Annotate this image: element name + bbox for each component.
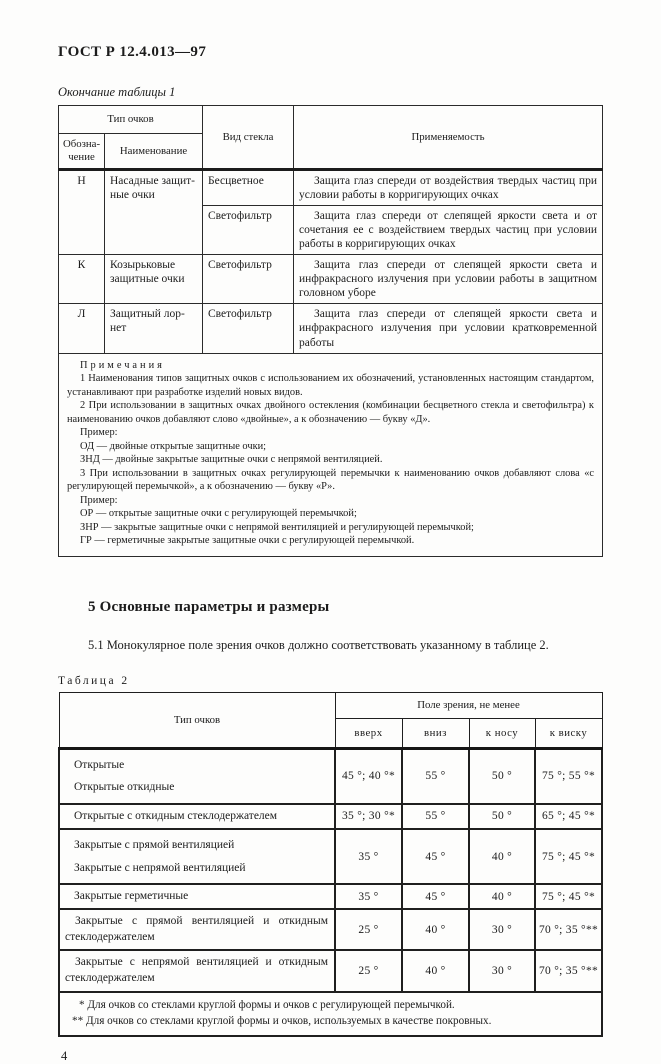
table2-header-vision-group: Поле зрения, не менее <box>334 691 603 719</box>
note-line: 3 При использовании в защитных очках рег… <box>67 467 594 493</box>
cell-angle-temple: 75 °; 55 °* <box>534 747 603 805</box>
table2-caption: Таблица 2 <box>58 674 130 687</box>
cell-angle-temple: 70 °; 35 °** <box>534 949 603 993</box>
cell-angle-nose: 40 ° <box>468 828 536 885</box>
note-line: ОР — открытые защитные очки с регулирующ… <box>80 508 357 520</box>
cell-angle-nose: 40 ° <box>468 882 536 911</box>
cell-angle-nose: 50 ° <box>468 802 536 831</box>
note-line: Пример: <box>80 427 118 439</box>
cell-angle-up: 35 ° <box>334 828 403 885</box>
table1-header: Тип очков Вид стекла Применяемость Обозн… <box>57 104 603 171</box>
table2-header-down: вниз <box>401 717 470 749</box>
cell-angle-down: 40 ° <box>401 908 470 952</box>
cell-angle-temple: 70 °; 35 °** <box>534 908 603 952</box>
note-line: ЗНР — закрытые защитные очки с непрямой … <box>80 521 474 533</box>
cell-angle-down: 55 ° <box>401 802 470 831</box>
cell-application: Защита глаз спереди от слепящей яркости … <box>293 303 603 354</box>
table1-eyewear-types: Тип очков Вид стекла Применяемость Обозн… <box>57 104 603 557</box>
cell-angle-up: 35 ° <box>334 882 403 911</box>
table2-row: Закрытые с прямой вентиляцией Закрытые с… <box>58 828 603 885</box>
section5-paragraph: 5.1 Монокулярное поле зрения очков должн… <box>88 637 549 652</box>
table2-header-nose: к носу <box>468 717 536 749</box>
cell-eyewear-type: Закрытые с прямой вентиляцией и откидным… <box>58 908 336 952</box>
document-code: ГОСТ Р 12.4.013—97 <box>58 44 207 60</box>
cell-eyewear-type: Открытые с откидным стеклодержателем <box>58 802 336 831</box>
note-line: 1 Наименования типов защитных очков с ис… <box>67 373 594 398</box>
note-line: Пример: <box>80 494 118 506</box>
page-number: 4 <box>61 1048 68 1063</box>
table2-field-of-vision: Тип очков Поле зрения, не менее вверх вн… <box>58 691 603 1037</box>
cell-angle-nose: 50 ° <box>468 747 536 805</box>
table2-header-type: Тип очков <box>58 691 336 749</box>
cell-angle-nose: 30 ° <box>468 908 536 952</box>
table2-footnotes-row: * Для очков со стеклами круглой формы и … <box>58 990 603 1037</box>
cell-angle-down: 45 ° <box>401 882 470 911</box>
table2-footnotes: * Для очков со стеклами круглой формы и … <box>58 990 603 1037</box>
table1-header-type-group: Тип очков <box>57 105 204 134</box>
footnote-single-asterisk: * Для очков со стеклами круглой формы и … <box>79 998 455 1011</box>
cell-name: Насадные защит- ные очки <box>103 169 204 256</box>
note-line: ОД — двойные открытые защитные очки; <box>80 440 267 452</box>
table1-header-designation: Обозна- чение <box>58 132 105 171</box>
table2-header: Тип очков Поле зрения, не менее вверх вн… <box>58 691 603 749</box>
section5-heading: 5 Основные параметры и размеры <box>88 598 330 615</box>
table1-row-l: Л Защитный лор- нет Светофильтр Защита г… <box>58 303 603 354</box>
table2-header-up: вверх <box>334 717 403 749</box>
table2-row: Закрытые с непрямой вентиляцией и откидн… <box>58 949 603 993</box>
cell-angle-up: 35 °; 30 °* <box>334 802 403 831</box>
table2-row: Закрытые герметичные 35 ° 45 ° 40 ° 75 °… <box>58 882 603 911</box>
cell-glass: Светофильтр <box>202 303 295 354</box>
cell-angle-down: 40 ° <box>401 949 470 993</box>
footnote-double-asterisk: ** Для очков со стеклами круглой формы и… <box>72 1014 492 1027</box>
cell-glass: Бесцветное <box>202 169 295 207</box>
table1-row-n-filter: Светофильтр Защита глаз спереди от слепя… <box>59 205 603 256</box>
cell-designation: Н <box>58 169 105 256</box>
cell-angle-temple: 75 °; 45 °* <box>534 828 603 885</box>
cell-application: Защита глаз спереди от воздействия тверд… <box>293 169 603 207</box>
note-line: 2 При использовании в защитных очках дво… <box>67 400 594 425</box>
table1-header-name: Наименование <box>103 132 204 171</box>
cell-designation: К <box>58 254 105 305</box>
cell-application: Защита глаз спереди от слепящей яркости … <box>293 205 603 256</box>
table1-notes: Примечания 1 Наименования типов защитных… <box>58 352 603 557</box>
cell-angle-up: 25 ° <box>334 949 403 993</box>
table2-row: Открытые с откидным стеклодержателем 35 … <box>58 802 603 831</box>
notes-title: Примечания <box>80 359 165 371</box>
cell-angle-up: 25 ° <box>334 908 403 952</box>
cell-name: Защитный лор- нет <box>103 303 204 354</box>
table2-row: Закрытые с прямой вентиляцией и откидным… <box>58 908 603 952</box>
cell-name: Козырьковые защитные очки <box>103 254 204 305</box>
note-line: ГР — герметичные закрытые защитные очки … <box>80 535 415 547</box>
cell-angle-down: 45 ° <box>401 828 470 885</box>
table1-caption: Окончание таблицы 1 <box>58 85 176 99</box>
cell-eyewear-type: Закрытые с непрямой вентиляцией и откидн… <box>58 949 336 993</box>
cell-glass: Светофильтр <box>202 254 295 305</box>
table2-row: Открытые Открытые откидные 45 °; 40 °* 5… <box>58 747 603 805</box>
cell-angle-up: 45 °; 40 °* <box>334 747 403 805</box>
table1-header-application: Применяемость <box>293 104 603 171</box>
cell-eyewear-type: Закрытые с прямой вентиляцией Закрытые с… <box>58 828 336 885</box>
cell-glass: Светофильтр <box>202 205 295 256</box>
cell-eyewear-type: Открытые Открытые откидные <box>58 747 336 805</box>
table2-header-temple: к виску <box>534 717 603 749</box>
table1-header-glass: Вид стекла <box>202 104 295 171</box>
cell-angle-temple: 65 °; 45 °* <box>534 802 603 831</box>
cell-designation: Л <box>58 303 105 354</box>
table1-row-k: К Козырьковые защитные очки Светофильтр … <box>58 254 603 305</box>
cell-angle-down: 55 ° <box>401 747 470 805</box>
cell-eyewear-type: Закрытые герметичные <box>58 882 336 911</box>
table1-notes-row: Примечания 1 Наименования типов защитных… <box>58 352 603 557</box>
note-line: ЗНД — двойные закрытые защитные очки с н… <box>80 454 383 466</box>
table1-row-n-colorless: Н Насадные защит- ные очки Бесцветное За… <box>58 169 603 256</box>
cell-angle-nose: 30 ° <box>468 949 536 993</box>
cell-angle-temple: 75 °; 45 °* <box>534 882 603 911</box>
cell-application: Защита глаз спереди от слепящей яркости … <box>293 254 603 305</box>
